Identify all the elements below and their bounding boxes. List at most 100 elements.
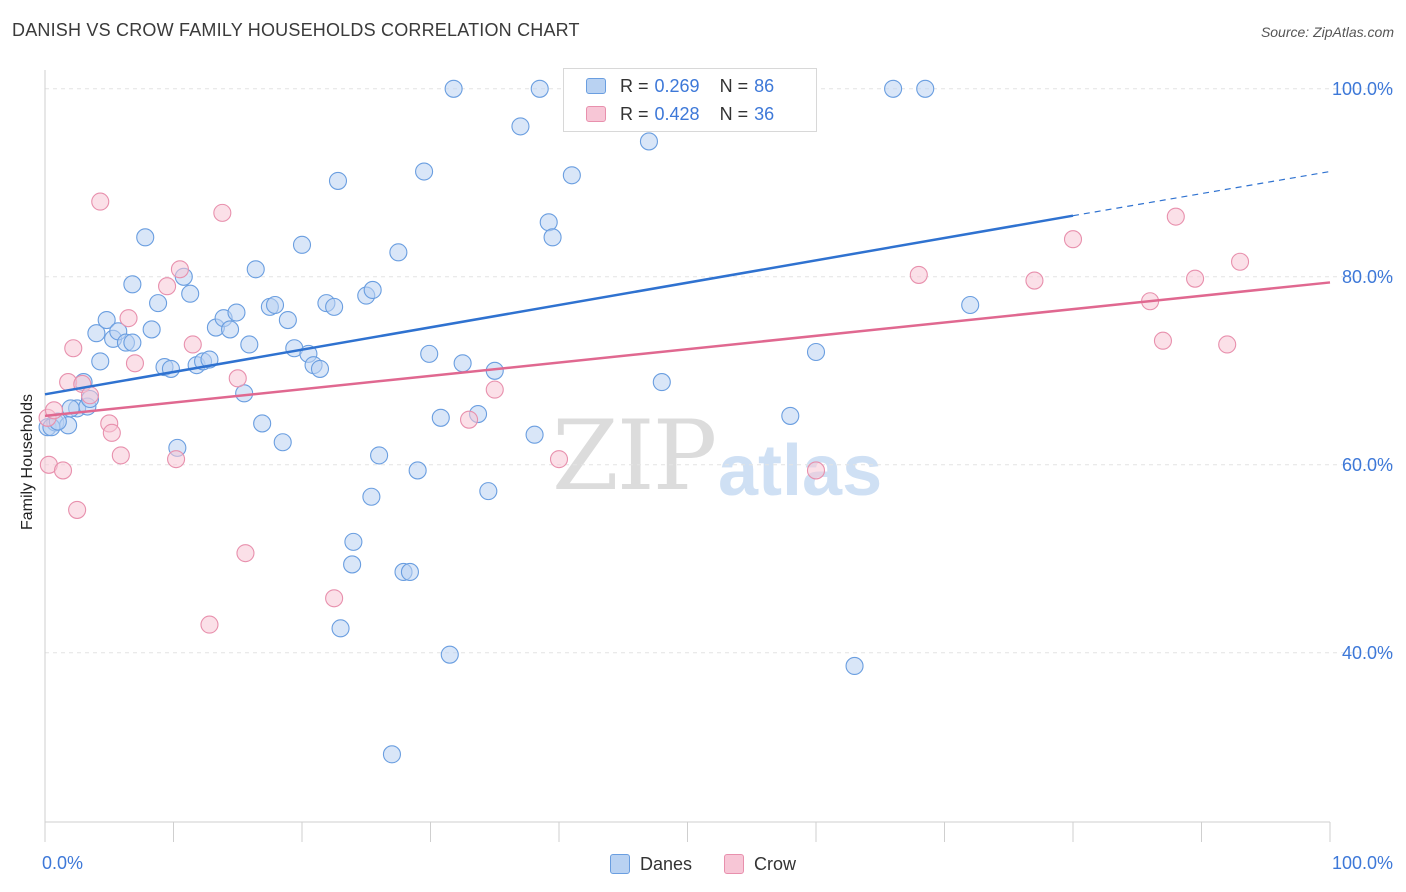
crow-point bbox=[125, 354, 144, 373]
danes-point bbox=[431, 408, 450, 427]
danes-point bbox=[273, 433, 292, 452]
danes-point bbox=[292, 235, 312, 254]
crow-point bbox=[909, 265, 928, 284]
crow-swatch bbox=[586, 106, 606, 122]
crow-point bbox=[167, 450, 186, 469]
series-legend: Danes Crow bbox=[0, 852, 1406, 876]
danes-point bbox=[181, 284, 200, 303]
crow-point bbox=[1218, 335, 1237, 354]
chart-title: DANISH VS CROW FAMILY HOUSEHOLDS CORRELA… bbox=[12, 20, 580, 40]
danes-n-label: N = bbox=[719, 75, 749, 96]
danes-point bbox=[543, 228, 562, 247]
y-tick-label-3: 40.0% bbox=[1342, 643, 1393, 663]
danes-r-value: 0.269 bbox=[654, 75, 700, 96]
legend-crow-swatch bbox=[724, 854, 744, 874]
danes-point bbox=[845, 656, 864, 676]
crow-point bbox=[228, 369, 247, 388]
watermark-atlas: atlas bbox=[718, 431, 883, 511]
danes-point bbox=[539, 213, 558, 232]
danes-point bbox=[362, 487, 381, 506]
crow-point bbox=[53, 461, 73, 480]
danes-point bbox=[328, 171, 348, 190]
danes-point bbox=[149, 294, 168, 313]
crow-point bbox=[549, 450, 569, 469]
danes-point bbox=[389, 243, 408, 262]
crow-n-value: 36 bbox=[754, 103, 775, 124]
crow-point bbox=[236, 544, 255, 563]
crow-point bbox=[1166, 207, 1185, 226]
crow-point bbox=[1231, 252, 1250, 271]
crow-point bbox=[325, 589, 344, 608]
legend-item-danes[interactable]: Danes bbox=[609, 852, 692, 876]
legend-danes-label: Danes bbox=[639, 853, 692, 874]
crow-trend-line bbox=[44, 281, 1331, 418]
danes-point bbox=[400, 562, 419, 582]
y-tick-label-2: 60.0% bbox=[1342, 455, 1393, 475]
crow-point bbox=[1025, 271, 1044, 290]
danes-point bbox=[382, 745, 402, 764]
y-tick-label-0: 100.0% bbox=[1332, 79, 1393, 99]
legend-item-crow[interactable]: Crow bbox=[724, 852, 796, 876]
crow-point bbox=[91, 192, 110, 211]
crow-r-value: 0.428 bbox=[654, 103, 700, 124]
danes-trend-line bbox=[44, 214, 1074, 396]
danes-point bbox=[408, 461, 427, 480]
danes-point bbox=[479, 482, 498, 501]
crow-point bbox=[111, 446, 130, 465]
danes-point bbox=[265, 295, 285, 315]
danes-trend-extension bbox=[1072, 170, 1331, 217]
danes-point bbox=[97, 310, 116, 330]
danes-point bbox=[331, 619, 350, 638]
danes-point bbox=[370, 446, 389, 465]
danes-n-value: 86 bbox=[754, 75, 775, 96]
danes-point bbox=[310, 359, 330, 378]
stats-legend: R = 0.269 N = 86 R = 0.428 N = 36 bbox=[563, 68, 817, 132]
danes-point bbox=[639, 132, 659, 151]
danes-swatch bbox=[586, 78, 606, 94]
legend-crow-label: Crow bbox=[754, 853, 797, 874]
danes-point bbox=[961, 295, 980, 315]
danes-point bbox=[253, 414, 272, 433]
danes-point bbox=[916, 79, 935, 98]
danes-point bbox=[278, 310, 297, 330]
danes-point bbox=[511, 117, 530, 136]
danes-point bbox=[453, 354, 472, 373]
stats-legend-crow: R = 0.428 N = 36 bbox=[586, 103, 774, 125]
crow-n-label: N = bbox=[719, 103, 749, 124]
danes-point bbox=[440, 645, 459, 664]
stats-legend-danes: R = 0.269 N = 86 bbox=[586, 75, 774, 97]
danes-point bbox=[161, 359, 180, 378]
crow-point bbox=[183, 335, 202, 354]
danes-point bbox=[343, 555, 362, 574]
danes-point bbox=[325, 297, 344, 316]
crow-point bbox=[459, 410, 479, 429]
danes-point bbox=[136, 228, 155, 247]
danes-point bbox=[444, 79, 463, 98]
danes-point bbox=[363, 280, 382, 300]
y-tick-label-1: 80.0% bbox=[1342, 267, 1393, 287]
crow-r-label: R = bbox=[620, 103, 649, 124]
danes-point bbox=[220, 320, 240, 339]
watermark-zip: ZIP bbox=[552, 400, 717, 512]
danes-point bbox=[123, 275, 142, 294]
crow-point bbox=[485, 380, 504, 399]
legend-danes-swatch bbox=[609, 854, 630, 874]
danes-point bbox=[240, 335, 259, 354]
danes-r-label: R = bbox=[620, 75, 649, 96]
crow-point bbox=[170, 260, 189, 279]
danes-point bbox=[562, 166, 581, 185]
x-tick-label-min: 0.0% bbox=[42, 853, 83, 873]
danes-point bbox=[884, 79, 903, 98]
crow-point bbox=[80, 386, 100, 405]
danes-point bbox=[652, 373, 671, 392]
danes-point bbox=[246, 260, 265, 279]
danes-point bbox=[420, 344, 439, 363]
danes-point bbox=[530, 79, 549, 98]
source-credit: Source: ZipAtlas.com bbox=[1260, 24, 1394, 40]
danes-point bbox=[415, 162, 434, 181]
danes-point bbox=[227, 303, 246, 322]
danes-point bbox=[142, 320, 161, 339]
crow-point bbox=[158, 277, 177, 296]
crow-point bbox=[213, 203, 232, 222]
